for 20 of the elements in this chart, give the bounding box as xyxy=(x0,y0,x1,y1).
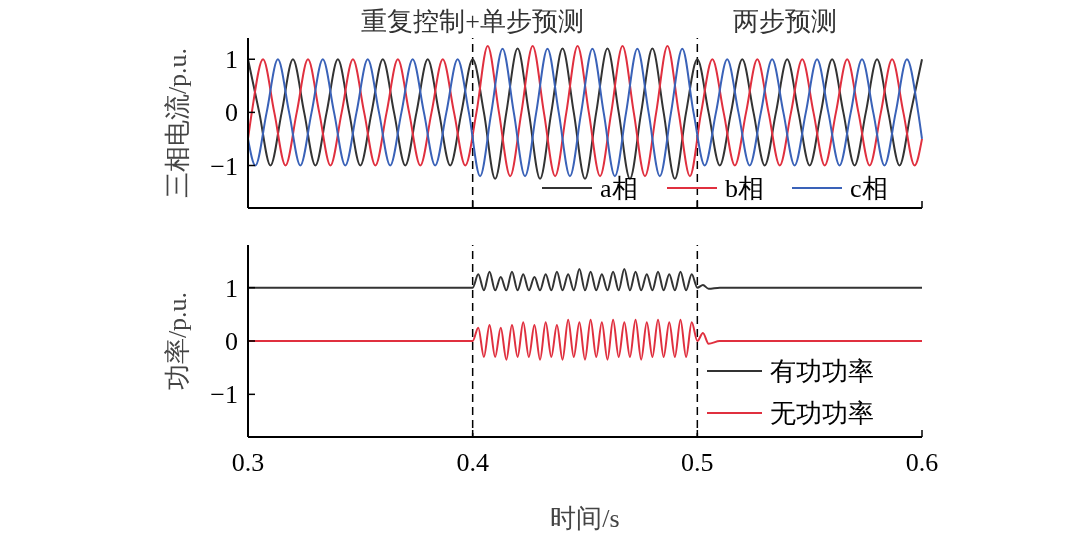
text: 两步预测 xyxy=(732,7,837,36)
y-tick-label: 1 xyxy=(225,45,238,75)
legend-label: b相 xyxy=(725,174,764,204)
y-tick-label: 0 xyxy=(225,98,238,128)
legend-label: 无功功率 xyxy=(770,399,874,429)
legend-label: 有功功率 xyxy=(770,357,874,387)
x-tick-label: 0.5 xyxy=(681,448,714,477)
x-axis-title: 时间/s xyxy=(550,504,620,533)
x-tick-label: 0.3 xyxy=(231,448,265,477)
y-tick-label: 1 xyxy=(225,273,238,303)
y-tick-label: −1 xyxy=(210,151,238,181)
y-axis-title: 功率/p.u. xyxy=(163,291,192,391)
x-tick-label: 0.4 xyxy=(456,448,489,477)
y-tick-label: 0 xyxy=(225,327,238,357)
text: 重复控制+单步预测 xyxy=(361,7,584,36)
legend-label: c相 xyxy=(850,174,888,204)
legend-label: a相 xyxy=(600,174,638,204)
y-tick-label: −1 xyxy=(210,380,238,410)
x-tick-label: 0.6 xyxy=(905,448,939,477)
y-axis-title: 三相电流/p.u. xyxy=(163,47,192,199)
